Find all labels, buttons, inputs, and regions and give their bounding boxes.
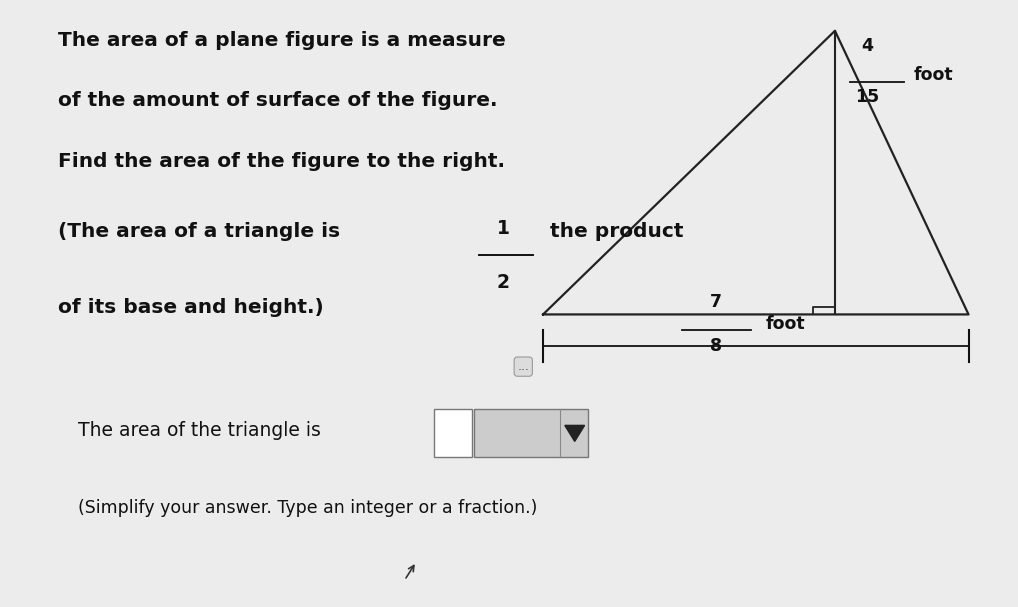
Text: ...: ... <box>517 360 529 373</box>
Text: 4: 4 <box>861 37 873 55</box>
Text: (The area of a triangle is: (The area of a triangle is <box>58 222 347 241</box>
Text: of its base and height.): of its base and height.) <box>58 299 324 317</box>
Text: 2: 2 <box>497 273 510 292</box>
Text: The area of a plane figure is a measure: The area of a plane figure is a measure <box>58 31 506 50</box>
Text: 15: 15 <box>855 88 880 106</box>
Text: The area of the triangle is: The area of the triangle is <box>78 421 321 440</box>
Polygon shape <box>565 426 584 441</box>
Bar <box>473 409 587 458</box>
Bar <box>435 409 471 458</box>
Text: foot: foot <box>914 66 954 84</box>
Text: the product: the product <box>543 222 683 241</box>
Text: 1: 1 <box>497 219 510 238</box>
Text: 8: 8 <box>711 337 722 354</box>
Text: foot: foot <box>766 315 805 333</box>
Text: 7: 7 <box>711 293 722 311</box>
Text: Find the area of the figure to the right.: Find the area of the figure to the right… <box>58 152 505 171</box>
Text: (Simplify your answer. Type an integer or a fraction.): (Simplify your answer. Type an integer o… <box>78 499 538 517</box>
Text: of the amount of surface of the figure.: of the amount of surface of the figure. <box>58 91 498 110</box>
